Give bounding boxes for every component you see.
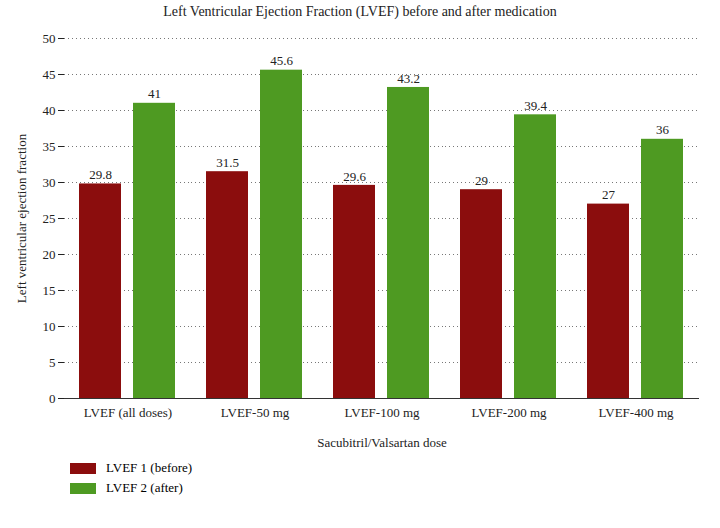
svg-text:LVEF-400 mg: LVEF-400 mg	[599, 405, 674, 420]
svg-text:25: 25	[43, 211, 56, 226]
svg-text:45: 45	[43, 67, 56, 82]
svg-text:50: 50	[43, 31, 56, 46]
svg-text:5: 5	[49, 355, 56, 370]
svg-text:29: 29	[475, 173, 488, 188]
svg-text:43.2: 43.2	[397, 71, 420, 86]
svg-text:30: 30	[43, 175, 56, 190]
svg-text:15: 15	[43, 283, 56, 298]
svg-text:0: 0	[49, 391, 56, 406]
svg-text:LVEF-100 mg: LVEF-100 mg	[345, 405, 420, 420]
svg-text:LVEF (all doses): LVEF (all doses)	[84, 405, 172, 420]
svg-text:36: 36	[656, 122, 670, 137]
svg-text:40: 40	[43, 103, 56, 118]
svg-text:39.4: 39.4	[524, 98, 547, 113]
svg-text:27: 27	[602, 187, 616, 202]
svg-text:Sacubitril/Valsartan dose: Sacubitril/Valsartan dose	[317, 435, 447, 450]
svg-text:10: 10	[43, 319, 56, 334]
svg-text:LVEF-200 mg: LVEF-200 mg	[472, 405, 547, 420]
svg-text:Left ventricular ejection frac: Left ventricular ejection fraction	[14, 133, 29, 303]
html-text:LVEF 1 (before): LVEF 1 (before)	[106, 460, 193, 475]
svg-text:29.6: 29.6	[343, 169, 366, 184]
html-text:LVEF 2 (after): LVEF 2 (after)	[106, 480, 183, 495]
svg-text:29.8: 29.8	[89, 167, 112, 182]
svg-text:31.5: 31.5	[216, 155, 239, 170]
svg-text:20: 20	[43, 247, 56, 262]
svg-text:45.6: 45.6	[270, 53, 293, 68]
html-text:Left Ventricular Ejection Frac: Left Ventricular Ejection Fraction (LVEF…	[163, 4, 557, 19]
svg-text:35: 35	[43, 139, 56, 154]
svg-text:LVEF-50 mg: LVEF-50 mg	[221, 405, 290, 420]
svg-text:41: 41	[148, 86, 161, 101]
